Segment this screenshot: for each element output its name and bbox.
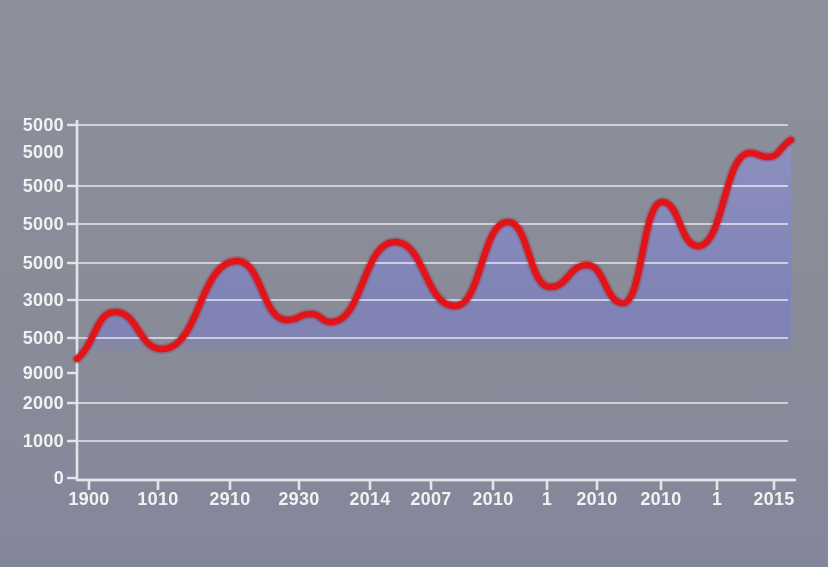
series-line [73, 136, 795, 363]
y-axis-tick-label: 0 [53, 468, 64, 488]
x-axis-tick-label: 2010 [576, 489, 618, 509]
x-axis-tick-label: 1 [711, 489, 723, 509]
y-axis-tick-label: 2000 [22, 393, 64, 413]
x-axis-tick-label: 1900 [68, 489, 110, 509]
y-axis-tick-label: 5000 [22, 328, 64, 348]
y-axis-tick-label: 5000 [22, 142, 64, 162]
area-fill [77, 140, 791, 365]
x-axis-tick-label: 2015 [753, 489, 795, 509]
y-axis-tick-label: 5000 [22, 253, 64, 273]
x-axis-tick-label: 2007 [410, 489, 452, 509]
x-axis-tick-label: 2010 [472, 489, 514, 509]
x-axis-tick-label: 2014 [349, 489, 391, 509]
x-axis-tick-label: 2930 [278, 489, 320, 509]
y-axis-tick-label: 5000 [22, 115, 64, 135]
x-axis-tick-label: 2910 [209, 489, 251, 509]
y-axis-tick-label: 5000 [22, 214, 64, 234]
x-axis-tick-label: 1010 [137, 489, 179, 509]
x-axis-tick-label: 2010 [640, 489, 682, 509]
y-axis-tick-label: 1000 [22, 431, 64, 451]
y-axis-tick-label: 3000 [22, 290, 64, 310]
y-axis-tick-label: 9000 [22, 363, 64, 383]
y-axis-tick-label: 5000 [22, 176, 64, 196]
x-axis-tick-label: 1 [541, 489, 553, 509]
